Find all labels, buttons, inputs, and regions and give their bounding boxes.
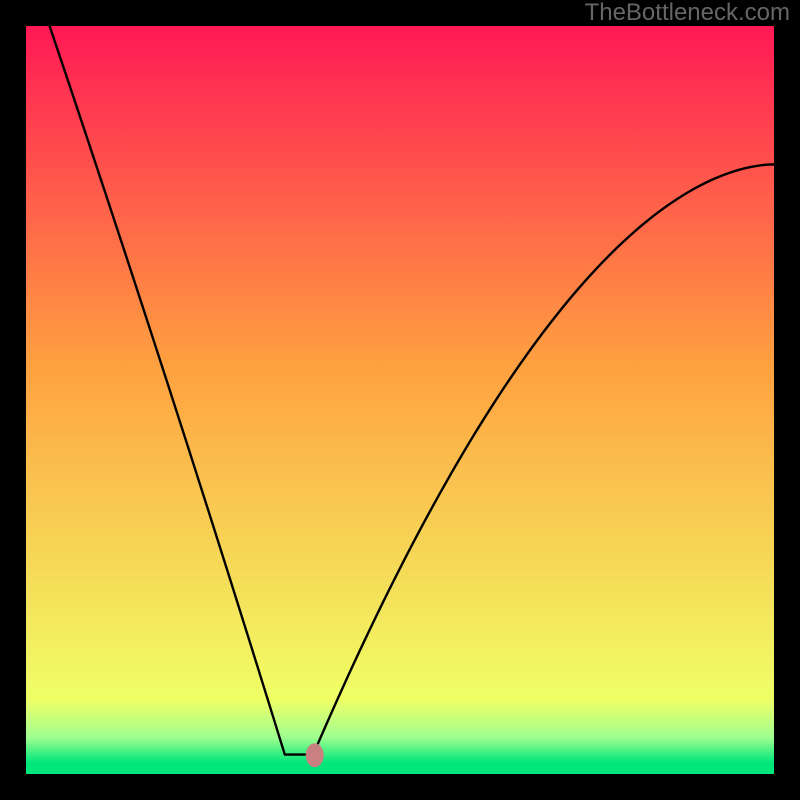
optimum-marker [306, 743, 324, 767]
chart-background [26, 26, 774, 774]
bottleneck-chart: TheBottleneck.com [0, 0, 800, 800]
watermark-text: TheBottleneck.com [585, 0, 790, 26]
